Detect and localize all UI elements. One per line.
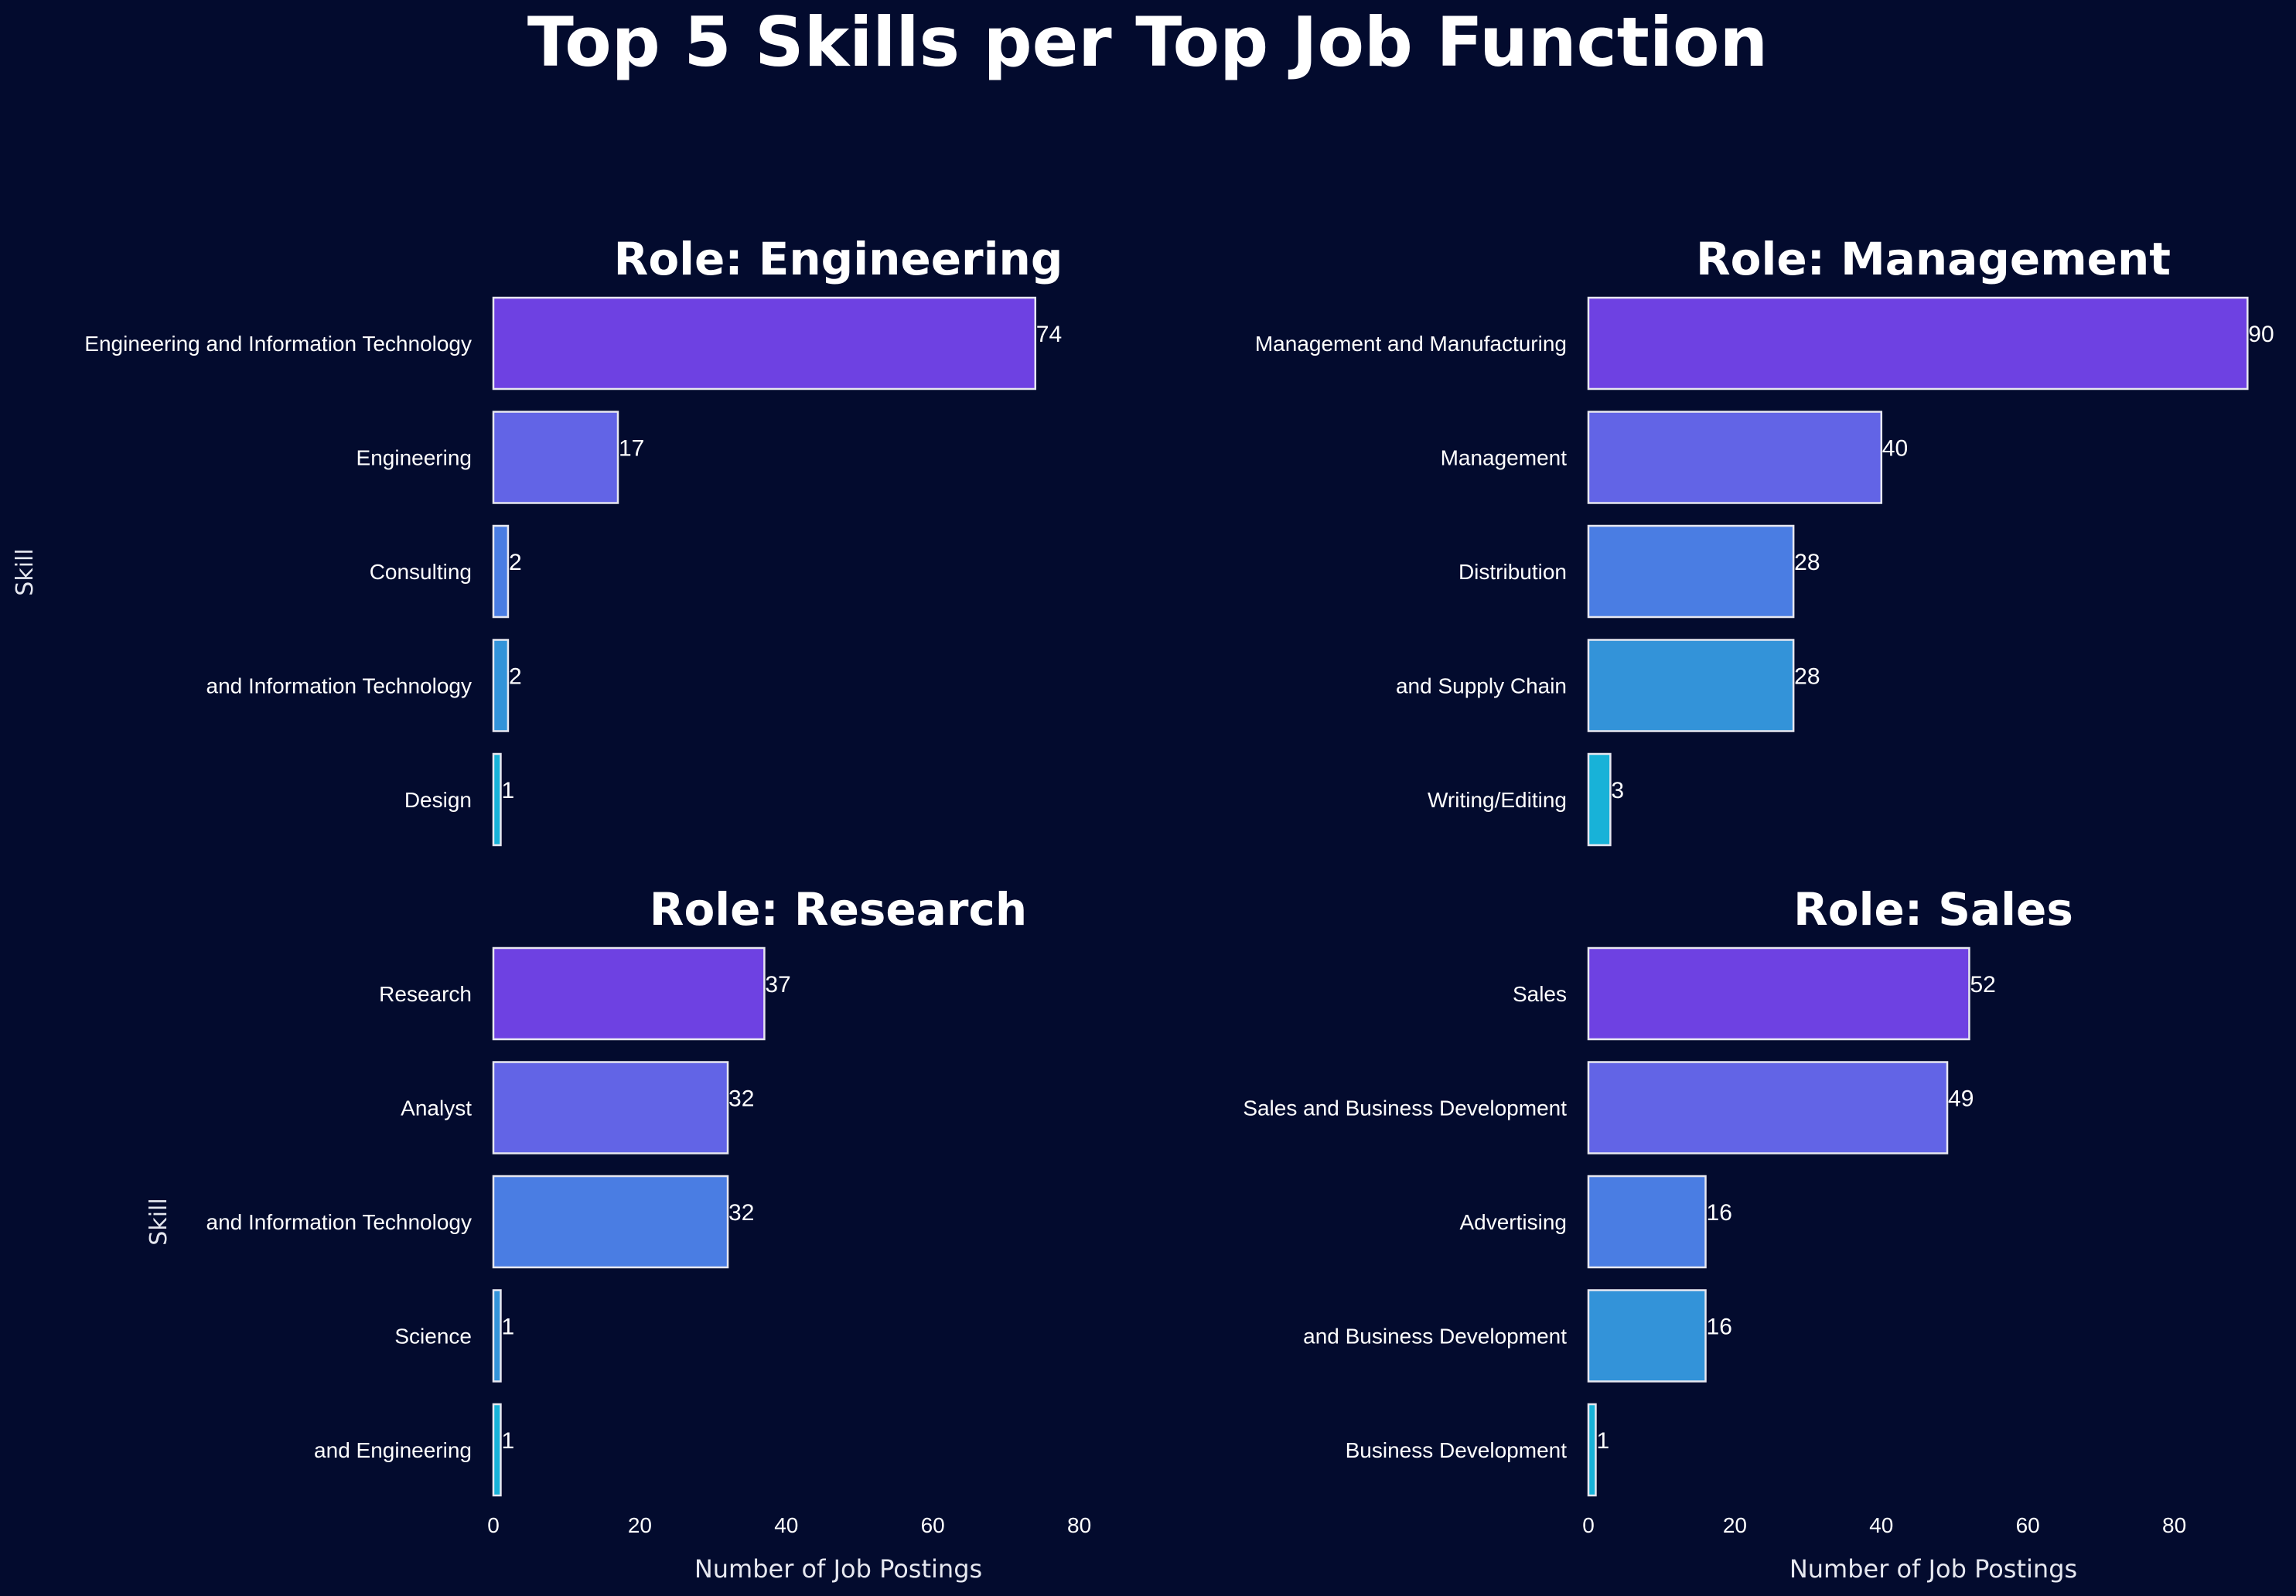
category-tick-label: Management xyxy=(1441,446,1568,470)
category-tick-label: Advertising xyxy=(1459,1210,1567,1234)
bar-1 xyxy=(492,296,1037,390)
x-tick-label: 40 xyxy=(1869,1513,1893,1537)
bar-value-label: 1 xyxy=(1596,1428,1609,1454)
panel-title: Role: Sales xyxy=(1793,883,2073,936)
x-axis-label: Number of Job Postings xyxy=(694,1554,982,1584)
bar-value-label: 1 xyxy=(501,778,514,803)
bar-value-label: 32 xyxy=(728,1200,754,1226)
bar-value-label: 40 xyxy=(1882,436,1908,462)
category-tick-label: Sales xyxy=(1513,982,1567,1006)
bar-value-label: 16 xyxy=(1707,1315,1732,1340)
category-tick-label: Writing/Editing xyxy=(1428,788,1567,812)
x-tick-label: 80 xyxy=(1067,1513,1091,1537)
figure-title: Top 5 Skills per Top Job Function xyxy=(527,2,1768,82)
y-axis-label: Skill xyxy=(145,1198,172,1245)
bar-3 xyxy=(492,1175,729,1269)
category-tick-label: Business Development xyxy=(1346,1438,1568,1462)
bar-value-label: 28 xyxy=(1794,550,1820,575)
category-tick-label: Engineering xyxy=(357,446,472,470)
bar-value-label: 3 xyxy=(1611,778,1624,803)
panel-2: Role: Management Management and Manufactu… xyxy=(1255,233,2274,847)
bar-value-label: 37 xyxy=(765,972,790,998)
bar-value-label: 28 xyxy=(1794,664,1820,690)
x-tick-label: 60 xyxy=(921,1513,945,1537)
bar-3 xyxy=(1587,1175,1707,1269)
category-tick-label: Sales and Business Development xyxy=(1243,1096,1567,1120)
x-tick-label: 20 xyxy=(1723,1513,1747,1537)
category-tick-label: Research xyxy=(379,982,472,1006)
bar-2 xyxy=(492,411,619,504)
panel-title: Role: Management xyxy=(1696,233,2171,285)
bar-value-label: 90 xyxy=(2248,322,2274,347)
x-tick-label: 60 xyxy=(2016,1513,2040,1537)
bar-4 xyxy=(492,1289,502,1383)
category-tick-label: Science xyxy=(394,1325,472,1349)
panel-title: Role: Engineering xyxy=(614,233,1063,285)
category-tick-label: and Supply Chain xyxy=(1396,674,1567,698)
category-tick-label: and Information Technology xyxy=(206,1210,473,1234)
bar-value-label: 1 xyxy=(501,1315,514,1340)
category-tick-label: Distribution xyxy=(1458,560,1567,584)
x-tick-label: 80 xyxy=(2162,1513,2186,1537)
bar-5 xyxy=(492,1403,502,1497)
x-axis-label: Number of Job Postings xyxy=(1789,1554,2077,1584)
bar-4 xyxy=(1587,1289,1707,1383)
x-tick-label: 0 xyxy=(1582,1513,1595,1537)
y-axis-label: Skill xyxy=(12,548,39,595)
category-tick-label: Design xyxy=(404,788,472,812)
panel-3: Role: Research Skill Research 37 Analyst 32 an… xyxy=(145,883,1091,1584)
bar-5 xyxy=(1587,752,1612,847)
bar-value-label: 2 xyxy=(509,664,522,690)
bar-3 xyxy=(492,524,510,619)
category-tick-label: Consulting xyxy=(370,560,472,584)
bar-value-label: 16 xyxy=(1707,1200,1732,1226)
category-tick-label: Analyst xyxy=(401,1096,472,1120)
bar-4 xyxy=(1587,639,1795,732)
category-tick-label: Engineering and Information Technology xyxy=(84,332,472,356)
x-tick-label: 20 xyxy=(628,1513,652,1537)
x-tick-label: 40 xyxy=(774,1513,798,1537)
category-tick-label: and Business Development xyxy=(1303,1325,1567,1349)
bar-5 xyxy=(492,752,502,847)
category-tick-label: and Engineering xyxy=(314,1438,472,1462)
bar-1 xyxy=(492,946,766,1041)
bar-2 xyxy=(1587,411,1883,504)
bar-value-label: 1 xyxy=(501,1428,514,1454)
bar-1 xyxy=(1587,946,1970,1041)
bar-value-label: 32 xyxy=(728,1086,754,1112)
bar-1 xyxy=(1587,296,2249,390)
panel-title: Role: Research xyxy=(650,883,1027,936)
bar-value-label: 49 xyxy=(1948,1086,1974,1112)
bar-2 xyxy=(492,1061,729,1154)
bar-value-label: 17 xyxy=(619,436,644,462)
category-tick-label: Management and Manufacturing xyxy=(1255,332,1567,356)
x-tick-label: 0 xyxy=(487,1513,500,1537)
bar-4 xyxy=(492,639,510,732)
bar-2 xyxy=(1587,1061,1949,1154)
bar-3 xyxy=(1587,524,1795,619)
panel-1: Role: Engineering Skill Engineering and In… xyxy=(12,233,1063,847)
bar-value-label: 74 xyxy=(1036,322,1062,347)
panel-4: Role: Sales Sales 52 Sales and Business Dev… xyxy=(1243,883,2186,1584)
category-tick-label: and Information Technology xyxy=(206,674,473,698)
bar-5 xyxy=(1587,1403,1597,1497)
bar-value-label: 2 xyxy=(509,550,522,575)
bar-value-label: 52 xyxy=(1970,972,1995,998)
